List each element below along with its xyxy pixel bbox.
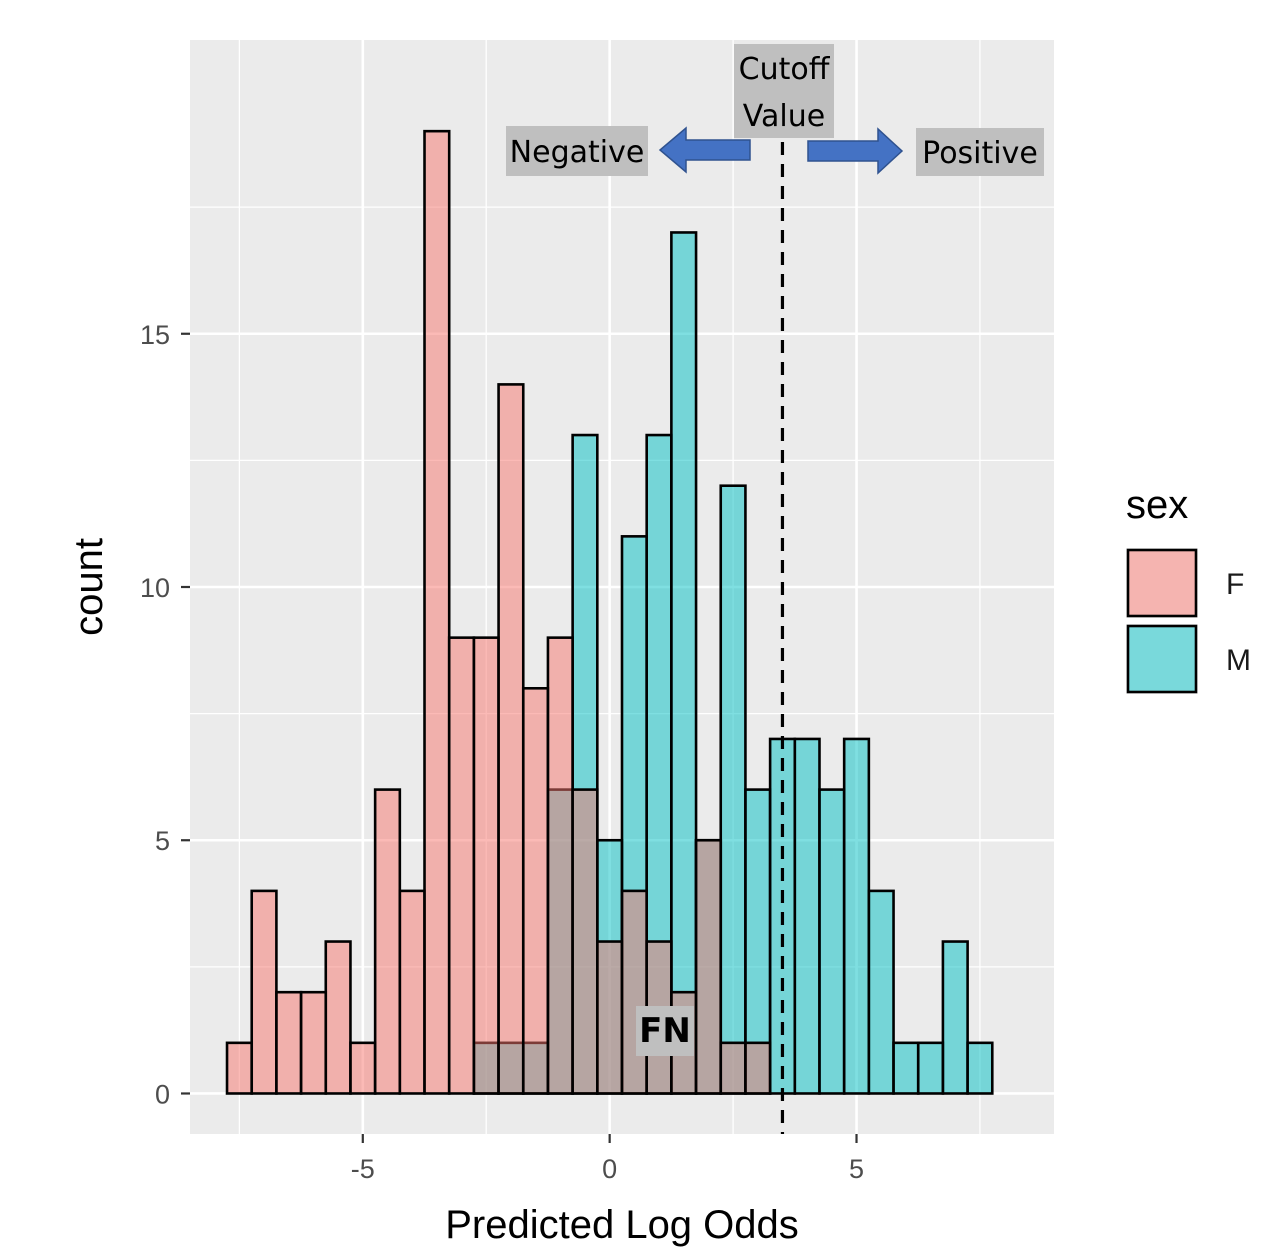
bar-f [546, 636, 574, 1095]
legend-title: sex [1126, 483, 1188, 527]
bars-series-f [225, 129, 772, 1095]
positive-label: Positive [922, 136, 1038, 171]
x-tick-label: 0 [602, 1154, 617, 1184]
bar-m [793, 737, 821, 1095]
y-tick-label: 15 [140, 320, 170, 350]
bar-m [867, 889, 895, 1095]
bar-m [916, 1041, 945, 1095]
bar-m [842, 737, 871, 1095]
x-axis-title: Predicted Log Odds [445, 1203, 799, 1247]
legend-label-m: M [1226, 644, 1251, 677]
bar-f [423, 129, 451, 1095]
x-tick-label: -5 [351, 1154, 375, 1184]
bar-m [892, 1041, 920, 1095]
bar-f [472, 636, 500, 1095]
legend-swatch-m [1126, 624, 1198, 694]
bar-f [299, 990, 328, 1095]
y-tick-label: 5 [155, 826, 170, 856]
positive-arrow-icon [807, 127, 904, 175]
bar-f [521, 686, 550, 1095]
negative-arrow-icon [658, 126, 751, 174]
legend: sex F M [1126, 483, 1251, 694]
bar-f [497, 383, 525, 1095]
bar-f [250, 889, 278, 1095]
bar-m [966, 1041, 994, 1095]
bar-f [398, 889, 426, 1095]
bar-f [596, 940, 624, 1095]
negative-label: Negative [510, 135, 645, 170]
bar-f [620, 889, 648, 1095]
fn-label-box [636, 1006, 694, 1056]
cutoff-label-line1: Cutoff [739, 52, 831, 87]
cutoff-label-line2-box [734, 92, 834, 138]
bar-f [447, 636, 476, 1095]
bar-f [275, 990, 303, 1095]
axis-ticks: -5 0 5 0 5 10 15 [140, 320, 864, 1184]
x-tick-label: 5 [849, 1154, 864, 1184]
y-axis-title: count [67, 538, 111, 636]
bar-m [670, 231, 698, 1095]
positive-label-box [916, 128, 1044, 176]
fn-label: FN [639, 1011, 691, 1051]
legend-swatch-f [1126, 548, 1198, 618]
y-tick-label: 0 [155, 1079, 170, 1109]
bar-f [744, 1041, 772, 1095]
bar-f [694, 838, 723, 1095]
bar-f [571, 788, 599, 1095]
cutoff-label-line2: Value [743, 99, 825, 134]
y-tick-label: 10 [140, 573, 170, 603]
bar-f [719, 1041, 747, 1095]
bar-f [373, 788, 402, 1095]
bar-m [719, 484, 747, 1095]
bar-f [225, 1041, 254, 1095]
cutoff-annotation: Cutoff Value Negative Positive FN [506, 44, 1044, 1134]
bar-f [349, 1041, 377, 1095]
cutoff-label-line1-box [734, 44, 834, 92]
negative-label-box [506, 126, 648, 176]
legend-label-f: F [1226, 568, 1244, 601]
bar-m [818, 788, 846, 1095]
bar-f [324, 940, 352, 1095]
bar-m [941, 940, 969, 1095]
